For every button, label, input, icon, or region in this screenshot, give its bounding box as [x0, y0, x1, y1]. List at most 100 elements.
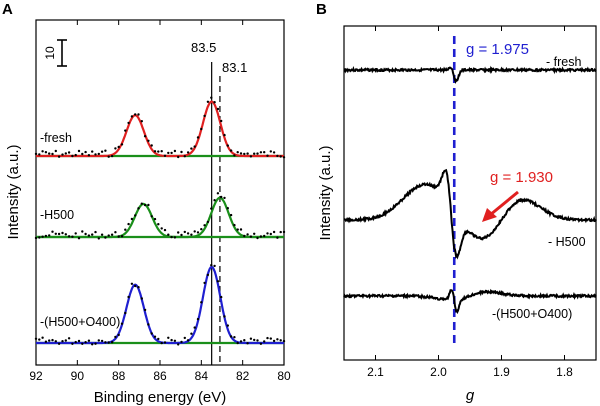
panel-a-data-point [210, 96, 213, 99]
panel-a-data-point [48, 339, 51, 342]
panel-a-ref-label-83.5: 83.5 [191, 40, 216, 55]
panel-a-data-point [44, 151, 48, 154]
panel-a-data-point [220, 119, 223, 123]
panel-a-data-point [183, 155, 186, 158]
panel-a-data-point [163, 228, 167, 232]
panel-a-data-point [173, 236, 177, 239]
panel-a-data-point [84, 341, 87, 344]
panel-a-data-point [249, 155, 253, 158]
panel-b-series-label-fresh: - fresh [546, 55, 581, 69]
panel-a-data-point [51, 152, 54, 156]
panel-a-data-point [249, 337, 253, 340]
panel-b-x-tick-label: 2.0 [430, 365, 447, 379]
panel-a-data-point [124, 228, 127, 231]
panel-a-data-point [223, 315, 226, 318]
panel-a-data-point [87, 154, 91, 157]
panel-a-fit-curve [36, 100, 284, 158]
panel-a-x-tick-label: 92 [29, 369, 43, 383]
panel-b-ref-label: g = 1.975 [466, 41, 529, 58]
panel-a-x-ticks: 92 90 88 86 84 82 80 [29, 20, 291, 383]
panel-a-data-point [130, 217, 134, 221]
panel-a-data-point [229, 335, 233, 338]
panel-a-data-point [61, 340, 64, 343]
panel-a-data-point [147, 323, 150, 326]
panel-a-data-point [266, 154, 269, 157]
panel-a-data-point [282, 230, 286, 234]
panel-a-data-point [210, 207, 213, 210]
panel-a-data-point [87, 234, 91, 237]
panel-a-data-points [34, 192, 286, 240]
panel-a-series-2 [34, 264, 286, 346]
panel-a-data-point [190, 147, 193, 150]
panel-a-data-point [256, 152, 259, 155]
panel-a-scale-bar-label: 10 [43, 46, 57, 60]
panel-a-data-point [97, 339, 101, 342]
panel-a-x-tick-label: 86 [153, 369, 167, 383]
panel-a-data-point [256, 339, 259, 342]
panel-a-data-point [94, 230, 97, 234]
panel-a-data-point [67, 235, 71, 238]
panel-a-data-point [216, 107, 220, 111]
panel-a-data-point [170, 338, 173, 342]
panel-a-data-point [183, 336, 186, 340]
panel-a-data-point [272, 339, 276, 343]
panel-a-data-point [223, 133, 226, 137]
panel-a-data-point [183, 230, 186, 234]
panel-b-x-ticks: 2.1 2.0 1.9 1.8 [367, 26, 573, 379]
panel-a-data-point [203, 114, 206, 118]
panel-a-data-point [110, 341, 114, 344]
panel-a-data-point [246, 152, 249, 155]
panel-a-data-point [167, 151, 170, 155]
panel-a-data-point [120, 143, 124, 146]
panel-a-data-point [167, 336, 170, 339]
panel-a-data-point [226, 144, 229, 147]
panel-a-data-point [137, 286, 140, 289]
panel-b-series-label-h500: - H500 [548, 235, 586, 249]
panel-a-data-point [51, 338, 54, 342]
panel-a-data-point [104, 149, 107, 152]
panel-a-data-point [186, 232, 190, 235]
panel-a-data-point [246, 233, 249, 236]
panel-a-data-point [81, 230, 84, 233]
panel-a-data-point [269, 232, 272, 236]
panel-a-data-point [130, 115, 134, 118]
panel-a-data-point [206, 100, 210, 104]
panel-a-data-point [259, 342, 263, 345]
panel-a-data-point [213, 199, 216, 202]
panel-a-letter: A [2, 1, 13, 18]
panel-a-data-point [153, 217, 157, 221]
panel-a-data-point [94, 153, 97, 156]
panel-a-data-point [57, 342, 61, 345]
panel-a-data-point [193, 145, 196, 148]
panel-a-data-point [253, 152, 256, 155]
panel-a-data-point [220, 295, 223, 299]
panel-a-data-point [51, 230, 54, 233]
panel-a-data-point [236, 151, 239, 154]
panel-a-data-point [269, 337, 272, 340]
panel-a-data-point [243, 152, 246, 156]
panel-a-data-point [239, 340, 243, 343]
panel-a-data-point [243, 234, 246, 238]
panel-a-data-point [143, 135, 147, 138]
panel-b-x-tick-label: 1.8 [556, 365, 573, 379]
panel-a-data-point [77, 237, 81, 240]
panel-a-data-point [203, 281, 206, 285]
panel-a-data-point [100, 150, 104, 153]
panel-a-data-point [127, 295, 130, 299]
panel-a-data-point [177, 155, 180, 159]
panel-a-data-point [210, 264, 213, 267]
panel-a-data-point [177, 231, 180, 234]
panel-a-data-point [74, 340, 77, 344]
panel-a-data-point [97, 152, 101, 156]
panel-a-data-point [216, 192, 220, 195]
panel-a-data-point [134, 113, 137, 116]
panel-a-scale-bar: 10 [43, 39, 67, 67]
panel-a-x-axis-label: Binding energy (eV) [94, 389, 227, 406]
panel-a-data-point [272, 151, 276, 154]
panel-a-data-point [170, 151, 173, 155]
panel-a-data-point [259, 151, 263, 154]
panel-a-data-point [91, 233, 94, 236]
panel-a-data-point [186, 339, 190, 342]
panel-a-data-point [71, 235, 74, 238]
